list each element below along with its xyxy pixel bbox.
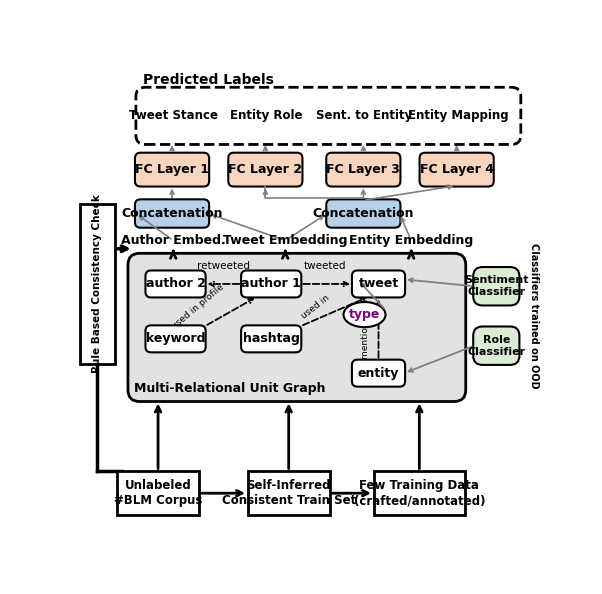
Text: Concatenation: Concatenation [122,207,223,220]
Ellipse shape [344,302,385,327]
FancyBboxPatch shape [352,359,405,387]
Text: Sent. to Entity: Sent. to Entity [317,109,412,122]
Text: Entity Embedding: Entity Embedding [349,235,473,247]
Text: Classifiers trained on OOD: Classifiers trained on OOD [530,243,539,389]
Text: type: type [349,308,380,321]
Text: Unlabeled
#BLM Corpus: Unlabeled #BLM Corpus [114,479,202,507]
FancyBboxPatch shape [146,270,206,298]
FancyBboxPatch shape [146,326,206,352]
FancyBboxPatch shape [241,270,301,298]
Text: FC Layer 3: FC Layer 3 [326,163,400,176]
Text: author 2: author 2 [146,277,205,290]
Text: Author Embed.: Author Embed. [121,235,226,247]
Text: author 1: author 1 [241,277,301,290]
Text: Predicted Labels: Predicted Labels [143,73,274,87]
Text: Entity Mapping: Entity Mapping [408,109,508,122]
Text: keyword: keyword [146,333,205,345]
Text: Self-Inferred
Consistent Train Set: Self-Inferred Consistent Train Set [222,479,356,507]
FancyBboxPatch shape [420,153,494,187]
FancyBboxPatch shape [326,200,400,228]
Text: Tweet Stance: Tweet Stance [129,109,218,122]
Text: Role
Classifier: Role Classifier [467,335,526,356]
FancyBboxPatch shape [136,87,521,144]
Text: Rule Based Consistency Check: Rule Based Consistency Check [93,194,102,374]
FancyBboxPatch shape [241,326,301,352]
Text: FC Layer 1: FC Layer 1 [135,163,209,176]
Text: mentioned in: mentioned in [361,298,370,359]
Text: Concatenation: Concatenation [312,207,414,220]
Text: FC Layer 2: FC Layer 2 [228,163,302,176]
Bar [80,204,115,364]
FancyBboxPatch shape [473,327,520,365]
Bar [374,472,465,515]
Bar [248,472,329,515]
Bar [117,472,199,515]
FancyBboxPatch shape [473,267,520,305]
Text: Few Training Data
(crafted/annotated): Few Training Data (crafted/annotated) [353,479,485,507]
Text: tweet: tweet [358,277,399,290]
FancyBboxPatch shape [326,153,400,187]
Text: Tweet Embedding: Tweet Embedding [223,235,347,247]
Text: used in: used in [300,293,331,321]
Text: entity: entity [358,366,399,380]
Text: Entity Role: Entity Role [231,109,303,122]
Text: used in profile: used in profile [170,283,225,331]
Text: tweeted: tweeted [303,261,346,271]
Text: FC Layer 4: FC Layer 4 [420,163,494,176]
Text: Multi-Relational Unit Graph: Multi-Relational Unit Graph [134,382,325,395]
Text: retweeted: retweeted [197,261,250,271]
FancyBboxPatch shape [128,253,466,402]
FancyBboxPatch shape [228,153,302,187]
Text: Sentiment
Classifier: Sentiment Classifier [464,276,529,297]
Text: hashtag: hashtag [243,333,300,345]
FancyBboxPatch shape [135,200,209,228]
FancyBboxPatch shape [352,270,405,298]
FancyBboxPatch shape [135,153,209,187]
